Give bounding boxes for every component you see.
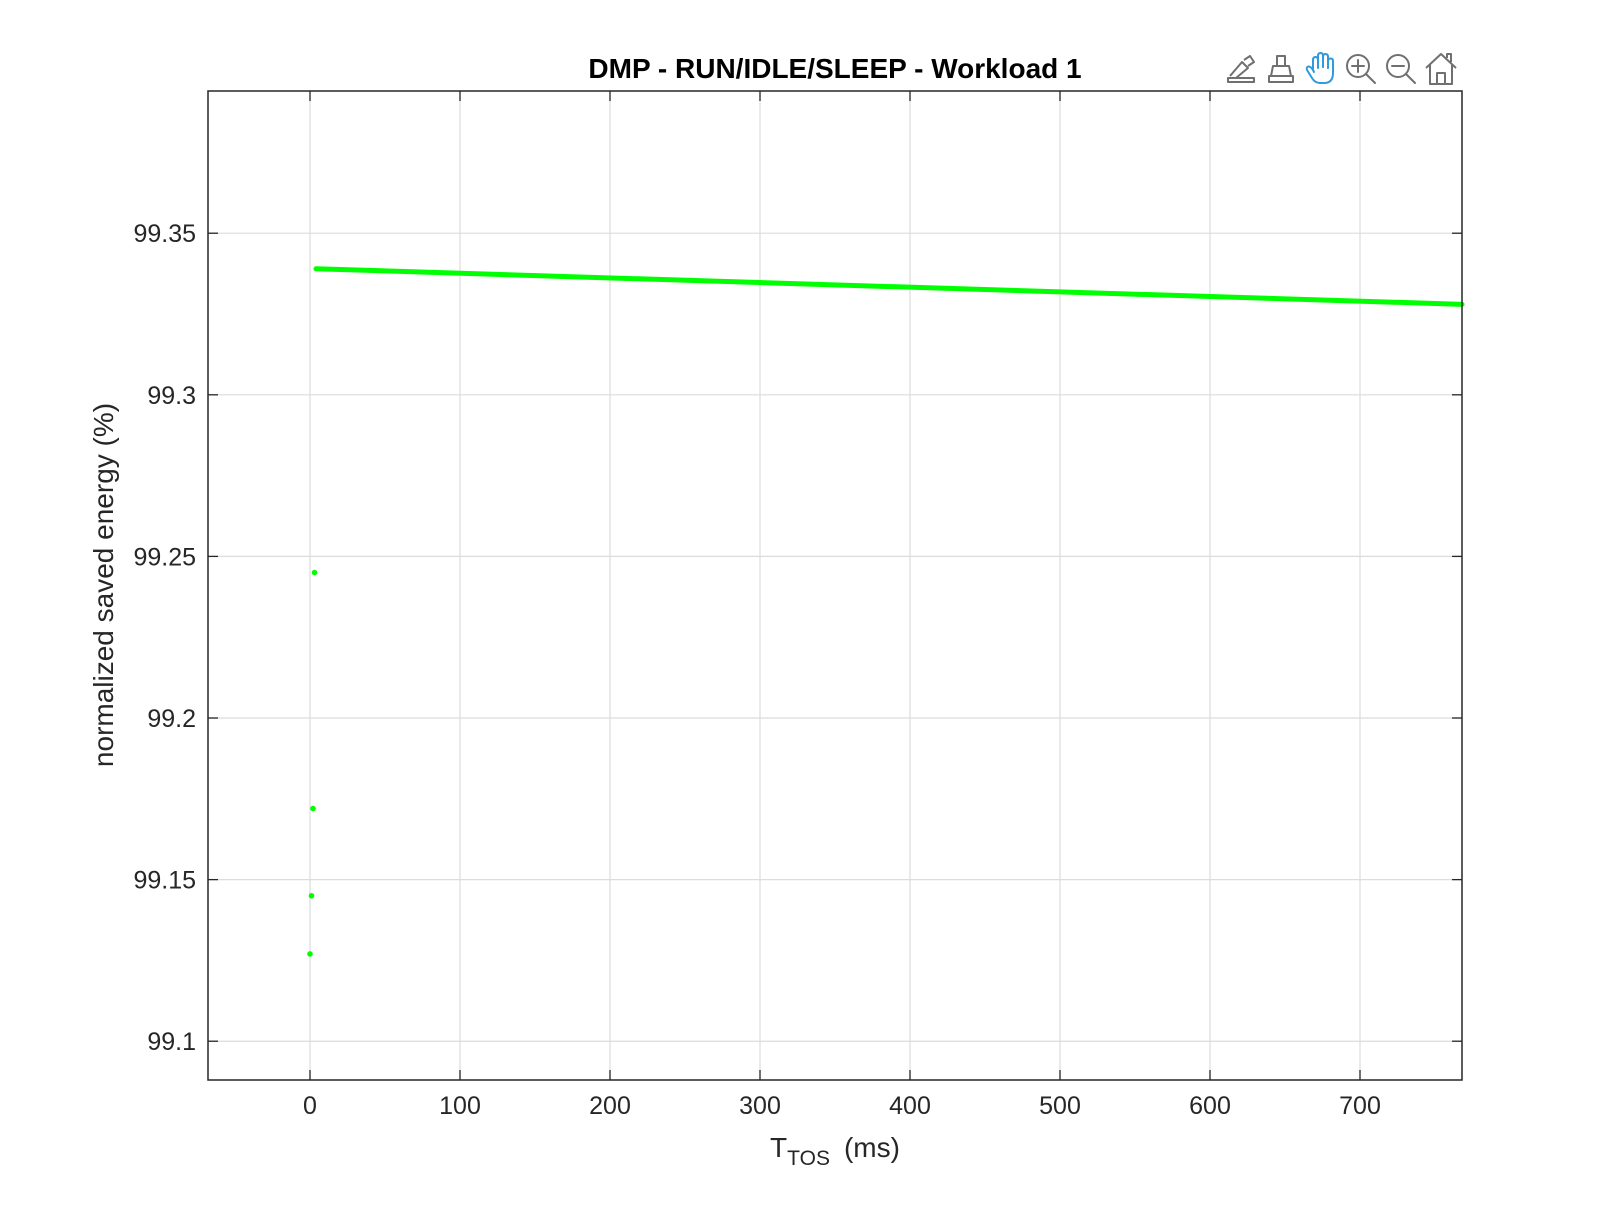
data-point[interactable] — [308, 892, 315, 899]
x-tick-label: 200 — [589, 1092, 631, 1120]
data-points-dense-run[interactable] — [313, 266, 1465, 307]
x-tick-labels: 0 100 200 300 400 500 600 700 — [303, 1092, 1381, 1120]
x-tick-label: 400 — [889, 1092, 931, 1120]
x-axis-label-unit: (ms) — [844, 1132, 900, 1163]
data-point[interactable] — [311, 569, 318, 576]
x-tick-label: 100 — [439, 1092, 481, 1120]
x-axis-label-sub: TOS — [787, 1147, 830, 1170]
y-tick-label: 99.35 — [133, 220, 196, 248]
y-tick-label: 99.3 — [147, 382, 196, 410]
y-tick-label: 99.1 — [147, 1028, 196, 1056]
x-axis-label: TTOS (ms) — [770, 1132, 900, 1170]
x-axis-label-main: T — [770, 1132, 787, 1163]
data-tips-button[interactable] — [1268, 55, 1294, 83]
x-tick-label: 500 — [1039, 1092, 1081, 1120]
y-tick-label: 99.2 — [147, 705, 196, 733]
zoom-in-icon — [1346, 54, 1376, 84]
chart-title: DMP - RUN/IDLE/SLEEP - Workload 1 — [588, 53, 1081, 84]
home-icon — [1425, 53, 1457, 85]
x-tick-label: 600 — [1189, 1092, 1231, 1120]
x-tick-label: 0 — [303, 1092, 317, 1120]
data-tips-icon — [1268, 55, 1294, 83]
zoom-in-button[interactable] — [1346, 54, 1376, 84]
brush-button[interactable] — [1227, 55, 1255, 83]
pan-hand-icon — [1305, 52, 1334, 84]
x-tick-label: 700 — [1339, 1092, 1381, 1120]
y-tick-labels: 99.1 99.15 99.2 99.25 99.3 99.35 — [133, 220, 196, 1056]
x-tick-label: 300 — [739, 1092, 781, 1120]
axes-box — [207, 90, 1463, 1081]
y-axis-label: normalized saved energy (%) — [88, 403, 119, 767]
data-point[interactable] — [307, 951, 313, 957]
brush-icon — [1227, 55, 1255, 83]
pan-button[interactable] — [1305, 52, 1334, 84]
zoom-out-button[interactable] — [1386, 54, 1416, 84]
axes-toolbar — [1227, 52, 1457, 85]
home-button[interactable] — [1425, 53, 1457, 85]
tick-marks — [208, 91, 1462, 1080]
grid — [208, 91, 1462, 1080]
y-tick-label: 99.15 — [133, 867, 196, 895]
axes-background[interactable] — [208, 91, 1462, 1080]
data-series — [307, 266, 1465, 957]
y-tick-label: 99.25 — [133, 543, 196, 571]
zoom-out-icon — [1386, 54, 1416, 84]
data-point[interactable] — [310, 805, 316, 812]
